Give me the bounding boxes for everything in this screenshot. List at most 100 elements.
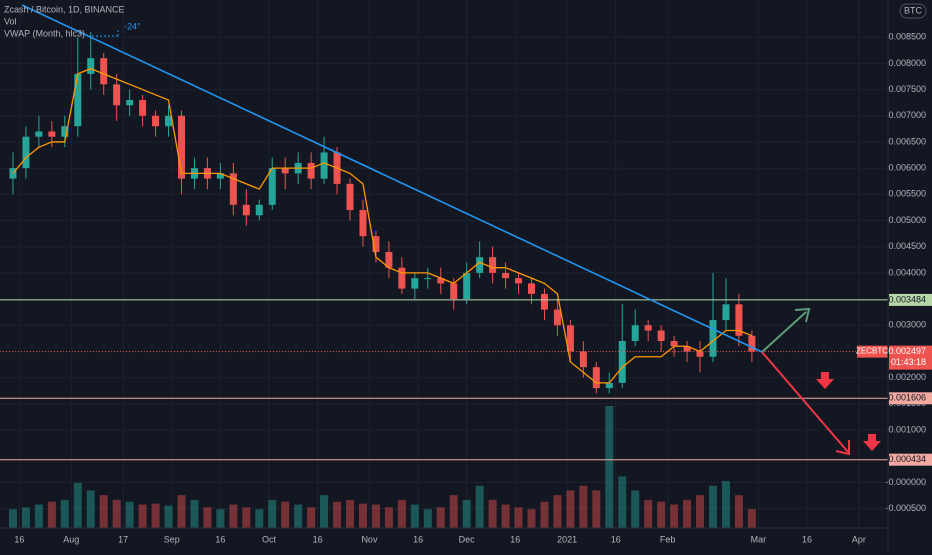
y-tick-label: 0.003000 xyxy=(888,320,926,330)
volume-bar xyxy=(268,499,277,528)
volume-bar xyxy=(514,507,523,528)
candle-body xyxy=(100,58,108,85)
x-tick-label: Sep xyxy=(164,534,180,544)
candle-body xyxy=(372,236,380,252)
volume-bar xyxy=(605,406,614,528)
x-tick-label: Apr xyxy=(852,534,866,544)
candle-body xyxy=(126,100,134,106)
volume-bar xyxy=(644,499,653,528)
candle-body xyxy=(281,168,289,174)
candle-body xyxy=(152,115,160,127)
candle-body xyxy=(411,278,419,289)
candle-body xyxy=(670,341,678,347)
candle-body xyxy=(463,272,471,300)
candle-body xyxy=(735,304,743,336)
candle-body xyxy=(644,325,652,331)
candle-body xyxy=(61,126,69,137)
legend-vol: Vol xyxy=(4,16,17,26)
candles xyxy=(9,31,756,394)
volume-bar xyxy=(177,495,186,528)
y-tick-label: 0.004000 xyxy=(888,267,926,277)
x-tick-label: 16 xyxy=(510,534,520,544)
candle-body xyxy=(48,131,56,137)
volume-bar xyxy=(488,499,497,528)
overlays xyxy=(0,299,888,461)
candle-body xyxy=(683,346,691,352)
chart-title: Zcash / Bitcoin, 1D, BINANCE xyxy=(4,4,125,14)
vwap-line xyxy=(12,67,753,384)
candle-body xyxy=(398,267,406,289)
x-tick-label: 16 xyxy=(413,534,423,544)
level-label: 0.001606 xyxy=(888,393,926,403)
candle-body xyxy=(605,382,613,389)
volume-bar xyxy=(540,501,549,528)
volume-bar xyxy=(475,485,484,528)
candle-body xyxy=(165,115,173,127)
volume-bar xyxy=(294,504,303,528)
volume-bar xyxy=(721,481,730,528)
volume-bar xyxy=(371,504,380,528)
volume-bar xyxy=(333,501,342,528)
candle-body xyxy=(177,115,185,179)
volume-bar xyxy=(683,499,692,528)
candle-body xyxy=(528,283,536,294)
candle-body xyxy=(502,272,510,279)
candle-body xyxy=(22,136,30,169)
y-tick-label: 0.002000 xyxy=(888,372,926,382)
x-tick-label: Oct xyxy=(262,534,277,544)
y-tick-label: 0.008000 xyxy=(888,58,926,68)
candle-body xyxy=(489,257,497,273)
candle-body xyxy=(540,293,548,310)
volume-bar xyxy=(631,490,640,528)
candle-body xyxy=(229,173,237,205)
volume-bar xyxy=(423,509,432,528)
volume-bar xyxy=(73,482,82,528)
candle-body xyxy=(657,330,665,341)
volume-bar xyxy=(618,476,627,528)
candle-body xyxy=(592,367,600,389)
candle-body xyxy=(255,204,263,216)
volume-bar xyxy=(229,504,238,528)
volume-bar xyxy=(216,509,225,528)
volume-bar xyxy=(320,495,329,528)
volume-bar xyxy=(734,495,743,528)
currency: BTC xyxy=(904,5,923,15)
candle-body xyxy=(709,320,717,357)
volume-bar xyxy=(255,509,264,528)
volume-bar xyxy=(151,503,160,528)
x-tick-label: 16 xyxy=(802,534,812,544)
last-price-label: 0.002497 xyxy=(888,346,926,356)
candle-body xyxy=(553,309,561,326)
volume-bar xyxy=(708,485,717,528)
y-tick-label: 0.007000 xyxy=(888,110,926,120)
x-tick-label: 16 xyxy=(313,534,323,544)
volume-bar xyxy=(21,507,30,528)
candle-body xyxy=(74,73,82,127)
level-label-box xyxy=(889,293,932,306)
candle-body xyxy=(216,173,224,179)
volume-bar xyxy=(190,499,199,528)
down-icon xyxy=(816,372,834,389)
volume-bar xyxy=(8,509,17,528)
currency-badge[interactable] xyxy=(899,3,927,19)
candle-body xyxy=(268,168,276,205)
x-tick-label: Dec xyxy=(459,534,476,544)
volume-bar xyxy=(203,507,212,528)
volume-bar xyxy=(164,505,173,528)
volume-bar xyxy=(747,509,756,528)
volume xyxy=(8,406,756,528)
volume-bar xyxy=(112,499,121,528)
y-tick-label: 0.007500 xyxy=(888,84,926,94)
x-tick-label: Mar xyxy=(751,534,767,544)
legend-vwap: VWAP (Month, hlc3) xyxy=(4,28,85,38)
y-tick-label: -0.000500 xyxy=(885,503,926,513)
volume-bar xyxy=(60,499,69,528)
down-icon xyxy=(863,434,881,451)
level-label-box xyxy=(889,392,932,405)
volume-bar xyxy=(436,507,445,528)
candle-body xyxy=(722,304,730,321)
volume-bar xyxy=(566,490,575,528)
y-tick-label: 0.005000 xyxy=(888,215,926,225)
candle-body xyxy=(696,351,704,357)
